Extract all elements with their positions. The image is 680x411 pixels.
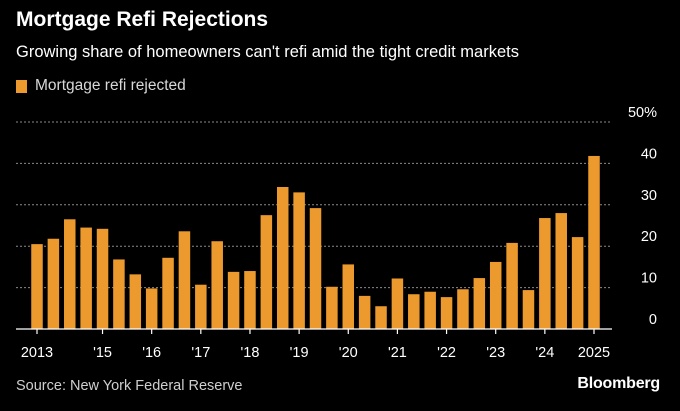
bar: [31, 244, 43, 329]
bar: [588, 155, 600, 329]
bar: [457, 289, 469, 329]
bar: [96, 228, 109, 329]
bar: [260, 215, 273, 329]
bar: [64, 219, 76, 329]
x-axis-labels: 2013 '15 '16 '17 '18 '19 '20 '21 '22 '23 '24 2025: [21, 345, 610, 361]
bar: [522, 290, 535, 329]
x-axis: [16, 328, 612, 334]
bar: [276, 186, 289, 329]
x-tick-label: '19: [290, 345, 309, 361]
bar: [424, 291, 436, 329]
x-tick-label: '17: [191, 345, 210, 361]
bar: [47, 238, 60, 329]
bar: [162, 257, 174, 329]
y-tick-label: 0: [649, 312, 657, 328]
bar: [555, 213, 567, 329]
bar: [440, 297, 453, 329]
bar: [473, 278, 486, 329]
legend-label: Mortgage refi rejected: [35, 77, 186, 94]
x-tick-label: '20: [339, 345, 358, 361]
bar: [571, 237, 584, 329]
source-note: Source: New York Federal Reserve: [16, 378, 243, 394]
bar: [80, 227, 92, 329]
y-tick-label: 10: [641, 271, 657, 287]
x-tick-label: '22: [437, 345, 456, 361]
x-tick-label: 2025: [578, 345, 610, 361]
x-tick-label: '24: [535, 345, 554, 361]
bar: [178, 231, 191, 329]
chart-title: Mortgage Refi Rejections: [16, 8, 269, 31]
bar: [195, 284, 207, 329]
bar: [375, 306, 387, 329]
bar: [227, 271, 240, 329]
bar: [489, 261, 502, 329]
bar: [358, 295, 371, 329]
bar: [342, 264, 355, 329]
bar: [244, 271, 256, 329]
x-tick-label: 2013: [21, 345, 53, 361]
x-tick-label: '18: [241, 345, 260, 361]
y-tick-label: 20: [641, 229, 657, 245]
x-tick-label: '23: [486, 345, 505, 361]
bar: [309, 208, 322, 329]
bar: [211, 241, 223, 329]
bar: [145, 288, 158, 329]
x-tick-label: '15: [93, 345, 112, 361]
bar: [408, 294, 420, 329]
bars: [31, 155, 600, 329]
y-tick-label: 50%: [628, 105, 657, 121]
bloomberg-logo: Bloomberg: [577, 375, 660, 392]
x-tick-label: '21: [388, 345, 407, 361]
bar: [506, 242, 518, 329]
bar: [113, 259, 125, 329]
y-tick-label: 30: [641, 188, 657, 204]
x-tick-label: '16: [142, 345, 161, 361]
bar: [391, 278, 404, 329]
legend-swatch: [16, 79, 27, 93]
y-axis-labels: 50% 40 30 20 10 0: [628, 105, 657, 328]
legend: Mortgage refi rejected: [16, 77, 186, 95]
chart-subtitle: Growing share of homeowners can't refi a…: [16, 43, 519, 61]
bar: [326, 286, 338, 329]
bar: [539, 218, 551, 329]
bar: [129, 274, 142, 329]
y-tick-label: 40: [641, 146, 657, 162]
bar: [293, 192, 305, 329]
